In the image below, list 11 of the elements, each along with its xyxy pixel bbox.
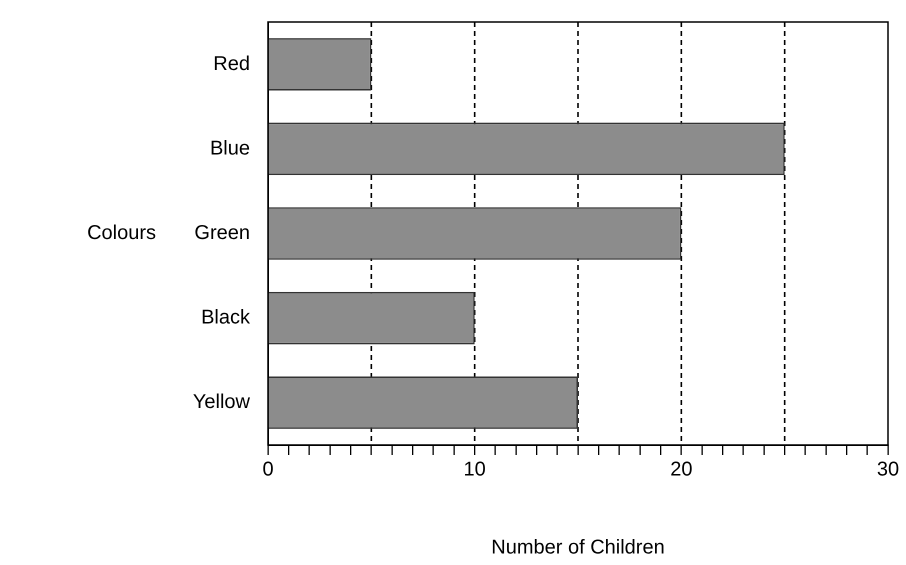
y-axis-title: Colours bbox=[87, 222, 156, 244]
x-axis-title: Number of Children bbox=[491, 536, 665, 559]
y-tick-label: Yellow bbox=[192, 391, 251, 414]
x-tick-label: 20 bbox=[670, 458, 692, 481]
x-tick-label: 10 bbox=[464, 458, 486, 481]
y-tick-label: Red bbox=[213, 52, 250, 75]
y-tick-label: Blue bbox=[210, 137, 250, 160]
y-tick-label: Green bbox=[194, 222, 250, 244]
y-tick-label: Black bbox=[201, 306, 251, 329]
x-tick-label: 0 bbox=[262, 458, 274, 481]
x-tick-label: 30 bbox=[876, 458, 900, 481]
